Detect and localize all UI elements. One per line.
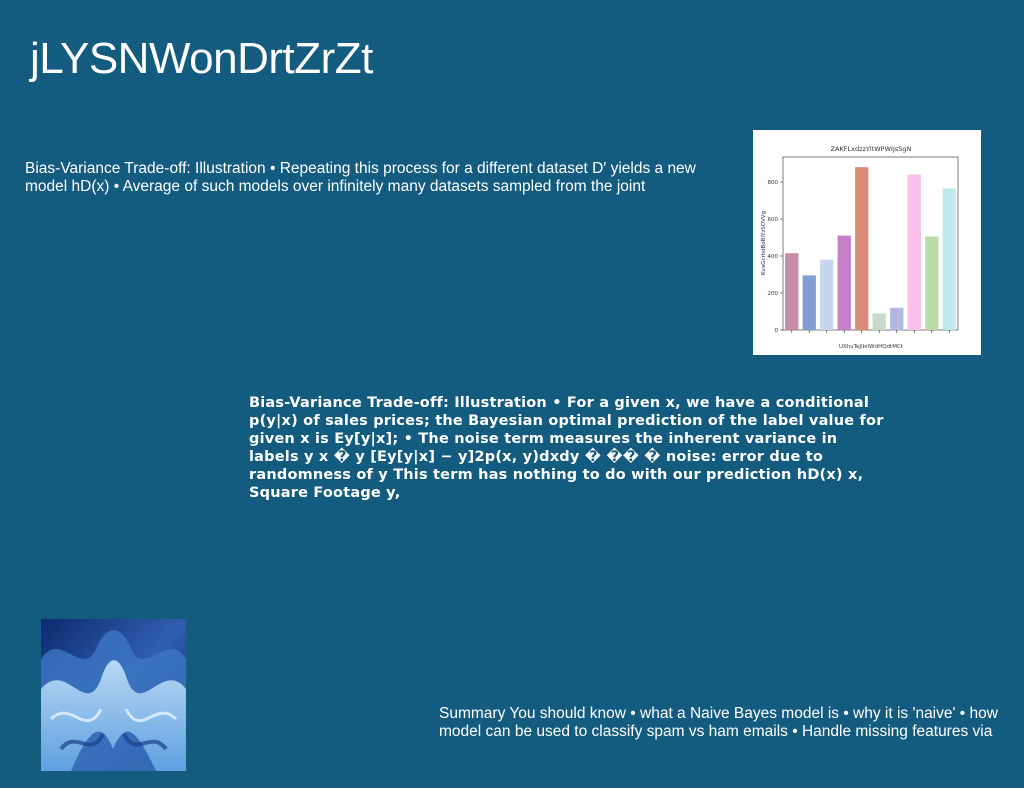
body-text: Bias-Variance Trade-off: Illustration • … xyxy=(249,395,884,501)
bar xyxy=(907,174,921,330)
plot-frame xyxy=(782,156,959,331)
slide-title: jLYSNWonDrtZrZt xyxy=(30,34,373,83)
body-text: Summary You should know • what a Naive B… xyxy=(439,705,998,740)
bar xyxy=(925,236,939,330)
bar xyxy=(802,275,816,330)
y-tick-label: 800 xyxy=(768,180,779,186)
body-text: Bias-Variance Trade-off: Illustration • … xyxy=(25,160,696,195)
chart-image: ZAKFLxdzzYltWPWIJsSgN UXhvTeJlbiIWdHQdtM… xyxy=(753,130,981,355)
bar xyxy=(837,235,851,330)
bar xyxy=(820,259,834,330)
bar xyxy=(942,188,956,330)
decorative-image xyxy=(41,619,186,771)
bar xyxy=(785,253,799,330)
y-tick-label: 600 xyxy=(768,217,779,223)
bar xyxy=(872,313,886,330)
y-tick-label: 400 xyxy=(768,254,779,260)
chart-title: ZAKFLxdzzYltWPWIJsSgN xyxy=(831,145,912,153)
y-axis-label: KvaGcrhdBoBlYzSOVVg xyxy=(761,211,767,275)
bar xyxy=(890,307,904,330)
y-tick-label: 0 xyxy=(775,328,779,334)
x-axis-label: UXhvTeJlbiIWdHQdtMCt xyxy=(839,344,904,350)
bar xyxy=(855,167,869,330)
y-tick-label: 200 xyxy=(768,291,779,297)
